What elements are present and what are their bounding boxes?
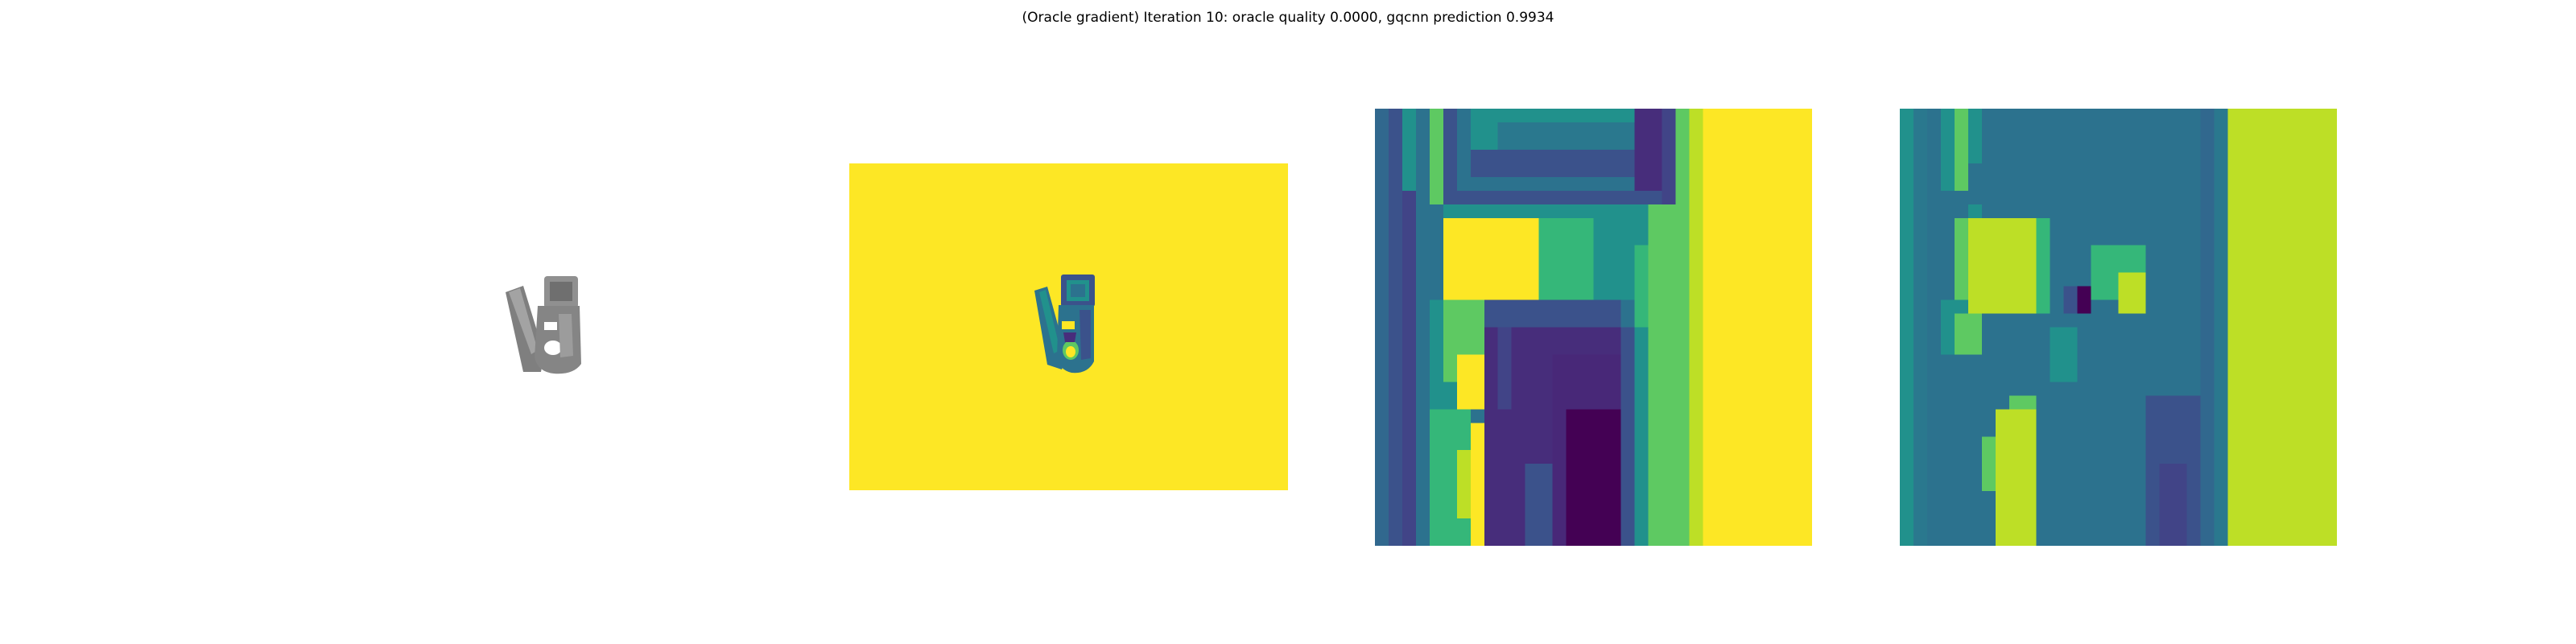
figure-title: (Oracle gradient) Iteration 10: oracle q…: [1022, 10, 1554, 26]
grasp-crop-gradient-panel: [1900, 109, 2337, 546]
rendered-object-image: [402, 161, 845, 491]
grasp-crop-gradient-image: [1900, 109, 2337, 546]
depth-image-panel: [849, 163, 1288, 490]
object-shape: [506, 276, 581, 374]
depth-object: [1034, 275, 1095, 374]
rendered-object-panel: [402, 161, 845, 491]
depth-image: [849, 163, 1288, 490]
grasp-crop-depth-image: [1375, 109, 1812, 546]
grasp-crop-depth-panel: [1375, 109, 1812, 546]
